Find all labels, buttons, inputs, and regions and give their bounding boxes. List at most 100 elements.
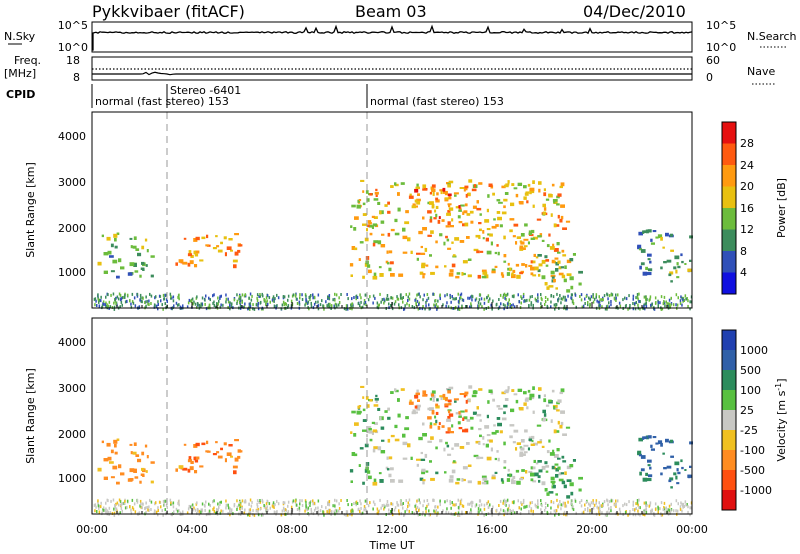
power-cell bbox=[528, 232, 532, 235]
power-cell bbox=[238, 295, 241, 298]
velocity-cell bbox=[475, 503, 478, 507]
velocity-cell bbox=[359, 447, 364, 450]
power-cell bbox=[555, 268, 559, 272]
power-cell bbox=[532, 303, 534, 307]
power-cell bbox=[329, 302, 331, 306]
velocity-cell bbox=[541, 465, 546, 470]
power-cell bbox=[669, 305, 671, 309]
velocity-cell bbox=[252, 509, 254, 513]
velocity-cell bbox=[537, 460, 542, 463]
power-cell bbox=[327, 295, 329, 299]
power-cell bbox=[319, 303, 322, 307]
power-cell bbox=[574, 293, 577, 297]
power-cell bbox=[479, 250, 484, 253]
velocity-cell bbox=[155, 510, 158, 514]
velocity-cell bbox=[513, 511, 516, 515]
velocity-cell bbox=[569, 464, 574, 468]
velocity-cell bbox=[589, 508, 591, 512]
nave-label: Nave bbox=[747, 65, 775, 78]
velocity-cell bbox=[422, 479, 426, 482]
power-cell bbox=[501, 274, 505, 278]
power-cell bbox=[238, 244, 243, 247]
power-cell bbox=[368, 224, 373, 228]
velocity-cell bbox=[428, 513, 430, 517]
power-cell bbox=[119, 305, 121, 309]
velocity-cell bbox=[530, 443, 535, 446]
power-cell bbox=[543, 188, 546, 192]
power-cell bbox=[409, 193, 412, 197]
velocity-cell bbox=[543, 394, 546, 398]
power-cell bbox=[412, 203, 416, 207]
velocity-cell bbox=[660, 513, 663, 517]
power-cell bbox=[674, 255, 680, 260]
velocity-cell bbox=[97, 467, 102, 472]
velocity-cell bbox=[687, 474, 692, 478]
velocity-cell bbox=[116, 501, 119, 505]
power-cell bbox=[445, 304, 447, 308]
velocity-cell bbox=[565, 513, 567, 517]
power-cell bbox=[424, 307, 426, 311]
velocity-cell bbox=[454, 443, 460, 447]
velocity-cell bbox=[209, 504, 211, 508]
velocity-cell bbox=[134, 510, 137, 514]
velocity-cell bbox=[524, 505, 527, 509]
velocity-cell bbox=[511, 480, 516, 485]
velocity-cell bbox=[603, 500, 606, 504]
velocity-cell bbox=[327, 508, 330, 512]
velocity-cell bbox=[241, 499, 244, 503]
power-cell bbox=[615, 296, 617, 300]
velocity-cell bbox=[653, 513, 655, 517]
velocity-cell bbox=[599, 510, 601, 513]
velocity-cell bbox=[553, 407, 558, 410]
power-cell bbox=[519, 245, 523, 250]
power-cell bbox=[637, 303, 639, 307]
velocity-cell bbox=[587, 507, 589, 510]
power-x-tickmarks bbox=[91, 302, 693, 308]
velocity-cell bbox=[142, 474, 145, 477]
velocity-cell bbox=[208, 509, 211, 513]
power-cell bbox=[530, 266, 535, 271]
velocity-cell bbox=[650, 444, 653, 448]
power-cell bbox=[367, 224, 370, 228]
power-cell bbox=[234, 251, 239, 256]
power-cell bbox=[598, 295, 600, 299]
velocity-cell bbox=[538, 387, 542, 391]
power-cell bbox=[298, 300, 301, 304]
velocity-cell bbox=[280, 513, 283, 517]
velocity-cell bbox=[238, 450, 243, 453]
power-cell bbox=[317, 304, 320, 308]
velocity-cell bbox=[669, 439, 673, 443]
power-cell bbox=[474, 298, 477, 302]
velocity-y-ticks: 4000 3000 2000 1000 bbox=[58, 336, 86, 485]
power-cell bbox=[486, 250, 492, 255]
velocity-cell bbox=[170, 501, 172, 505]
power-cell bbox=[687, 299, 689, 303]
velocity-cell bbox=[424, 513, 426, 517]
power-cell bbox=[166, 300, 168, 303]
power-cell bbox=[449, 269, 454, 273]
power-cell bbox=[545, 259, 550, 262]
velocity-cell bbox=[634, 513, 637, 517]
velocity-cell bbox=[326, 510, 328, 514]
velocity-cell bbox=[473, 454, 479, 458]
power-cell bbox=[394, 232, 400, 236]
power-cell bbox=[442, 188, 445, 192]
power-cell bbox=[419, 295, 421, 299]
power-cell bbox=[572, 253, 576, 256]
velocity-cell bbox=[389, 467, 394, 471]
velocity-cell bbox=[372, 481, 378, 486]
power-cell bbox=[601, 305, 603, 309]
velocity-cell bbox=[669, 477, 674, 481]
power-cell bbox=[327, 302, 330, 306]
power-cell bbox=[362, 213, 367, 216]
velocity-cell bbox=[403, 513, 406, 517]
power-cell bbox=[540, 293, 542, 296]
velocity-cell bbox=[186, 511, 189, 515]
velocity-cell bbox=[505, 503, 507, 507]
velocity-cell bbox=[530, 507, 533, 511]
power-cell bbox=[299, 296, 301, 300]
velocity-cell bbox=[466, 419, 471, 422]
power-cell bbox=[433, 292, 435, 296]
velocity-cell bbox=[645, 472, 648, 476]
velocity-cell bbox=[553, 454, 559, 458]
